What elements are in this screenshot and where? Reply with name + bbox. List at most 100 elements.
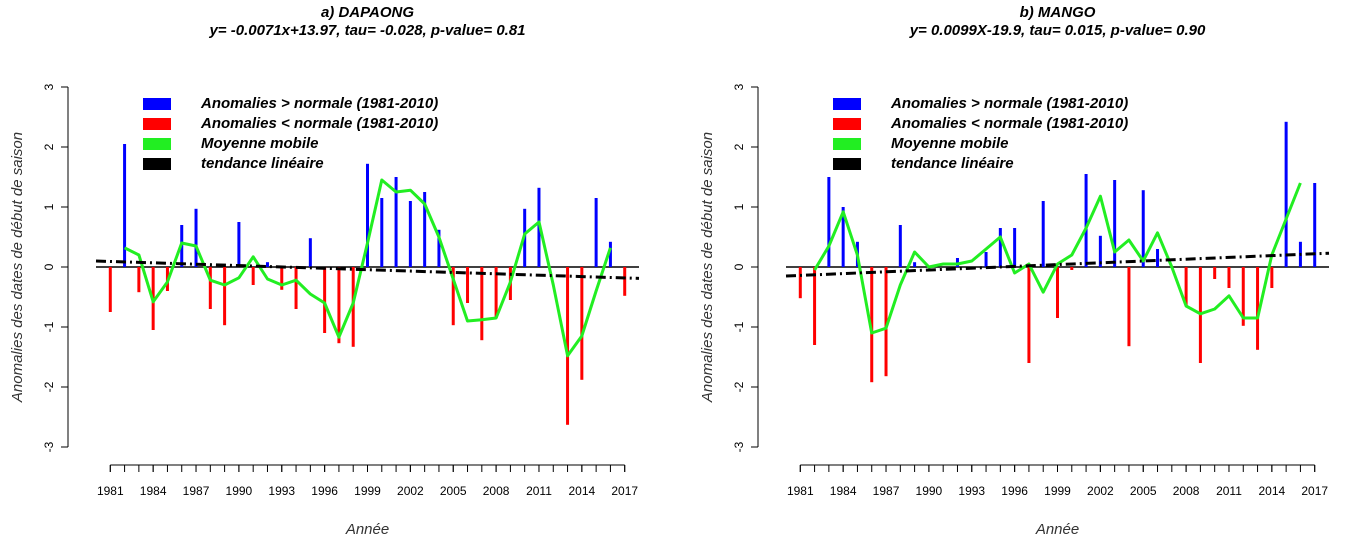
x-tick-label: 2008 [1173,484,1200,498]
bar [1070,267,1074,270]
x-tick-label: 1999 [354,484,381,498]
x-tick-label: 2002 [1087,484,1114,498]
x-tick-label: 1990 [916,484,943,498]
x-tick-label: 2005 [440,484,467,498]
bar [1027,267,1031,363]
bar [1098,235,1102,267]
legend-label: Anomalies > normale (1981-2010) [200,95,438,112]
bar [1213,267,1217,279]
chart-subtitle: y= 0.0099X-19.9, tau= 0.015, p-value= 0.… [909,22,1206,39]
legend-label: tendance linéaire [891,155,1014,172]
bar [280,267,284,290]
x-tick-label: 2014 [1258,484,1285,498]
y-axis-label: Anomalies des dates de début de saison [699,132,716,403]
x-tick-label: 1993 [958,484,985,498]
bar [813,267,817,345]
x-tick-label: 1999 [1044,484,1071,498]
bar [594,198,598,267]
legend-label: Moyenne mobile [201,135,319,152]
y-tick-label: 3 [42,83,56,90]
bar [623,267,627,296]
x-tick-label: 1984 [830,484,857,498]
y-tick-label: 1 [732,203,746,210]
x-tick-label: 1996 [311,484,338,498]
legend-swatch [143,138,171,150]
y-tick-label: 2 [42,143,56,150]
bar [194,208,198,267]
bar [423,192,427,267]
bar [137,267,141,293]
x-tick-label: 1987 [183,484,210,498]
legend-swatch [143,158,171,170]
bar [998,228,1002,267]
y-tick-label: 0 [42,263,56,270]
x-tick-label: 1984 [140,484,167,498]
legend-swatch [143,118,171,130]
x-tick-label: 2017 [1301,484,1328,498]
legend-swatch [833,138,861,150]
x-tick-label: 2011 [526,484,552,498]
x-tick-label: 2014 [568,484,595,498]
bar [1041,201,1045,267]
legend-swatch [833,98,861,110]
bar [437,229,441,267]
x-tick-label: 2008 [483,484,510,498]
moving-average-line [123,178,612,358]
bar [984,252,988,267]
bar [827,177,831,267]
y-tick-label: -2 [42,381,56,392]
bar [466,267,470,303]
bar [1141,190,1145,267]
x-tick-label: 1996 [1001,484,1028,498]
bar [223,267,227,326]
y-tick-label: 1 [42,203,56,210]
x-tick-label: 1987 [873,484,900,498]
x-axis-label: Année [1035,521,1079,538]
legend-label: Anomalies > normale (1981-2010) [890,95,1128,112]
bar [1284,121,1288,267]
y-tick-label: 2 [732,143,746,150]
bar [1056,267,1059,318]
bar [1113,180,1117,267]
bar [337,267,341,344]
y-tick-label: 3 [732,83,746,90]
bar [237,222,241,267]
bar [123,144,127,267]
bar [366,163,369,267]
bar [870,267,874,383]
legend-label: Anomalies < normale (1981-2010) [890,115,1128,132]
x-tick-label: 1993 [268,484,295,498]
bar [1184,267,1188,306]
bar [208,267,212,309]
x-tick-label: 2005 [1130,484,1157,498]
bar [884,267,888,377]
y-tick-label: -3 [42,441,56,452]
legend-label: tendance linéaire [201,155,324,172]
bar [798,267,802,299]
x-tick-label: 2002 [397,484,424,498]
bar [251,267,255,285]
moving-average-line [813,182,1302,335]
bar [1256,267,1260,350]
bar [1013,228,1017,267]
y-tick-label: -3 [732,441,746,452]
y-tick-label: -2 [732,381,746,392]
bar [580,267,584,380]
x-tick-label: 2017 [611,484,638,498]
bar [108,267,112,312]
chart-subtitle: y= -0.0071x+13.97, tau= -0.028, p-value=… [208,22,525,39]
legend-swatch [143,98,171,110]
legend-swatch [833,158,861,170]
legend-swatch [833,118,861,130]
y-tick-label: 0 [732,263,746,270]
bar [1156,249,1160,267]
x-tick-label: 2011 [1216,484,1242,498]
y-tick-label: -1 [42,321,56,332]
bar [566,267,570,425]
x-axis-label: Année [345,521,389,538]
bar [1270,267,1274,288]
y-tick-label: -1 [732,321,746,332]
y-axis-label: Anomalies des dates de début de saison [9,132,26,403]
